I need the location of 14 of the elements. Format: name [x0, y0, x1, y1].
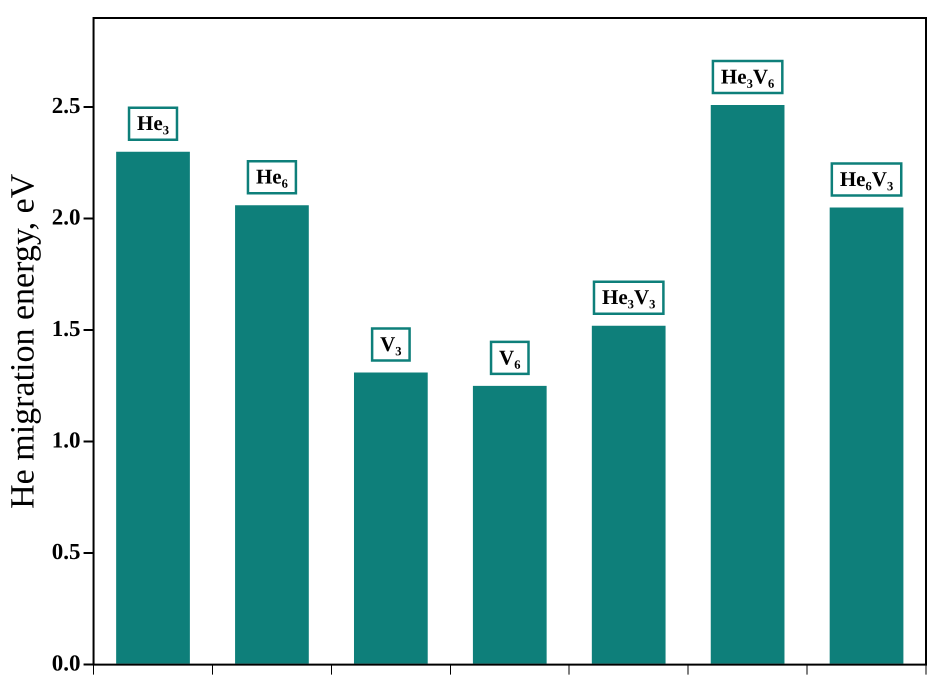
x-tick-label: V₃: [380, 332, 402, 356]
x-tick-label: He₃: [137, 111, 169, 136]
x-tick-label: He₆V₃: [840, 166, 894, 191]
y-tick-label: 1.5: [52, 316, 81, 342]
x-tick-label: He₆: [256, 164, 288, 189]
x-tick-label: He₃V₆: [720, 64, 774, 88]
x-tick-label: He₃V₃: [602, 285, 656, 310]
y-axis-title: He migration energy, eV: [4, 173, 42, 509]
y-tick-label: 2.5: [52, 93, 81, 118]
y-tick-label: 1.0: [52, 428, 81, 453]
y-tick-label: 0.5: [52, 539, 81, 564]
x-tick-label: V₆: [499, 345, 521, 370]
y-tick-label: 2.0: [52, 204, 81, 230]
y-tick-label: 0.0: [52, 650, 81, 676]
